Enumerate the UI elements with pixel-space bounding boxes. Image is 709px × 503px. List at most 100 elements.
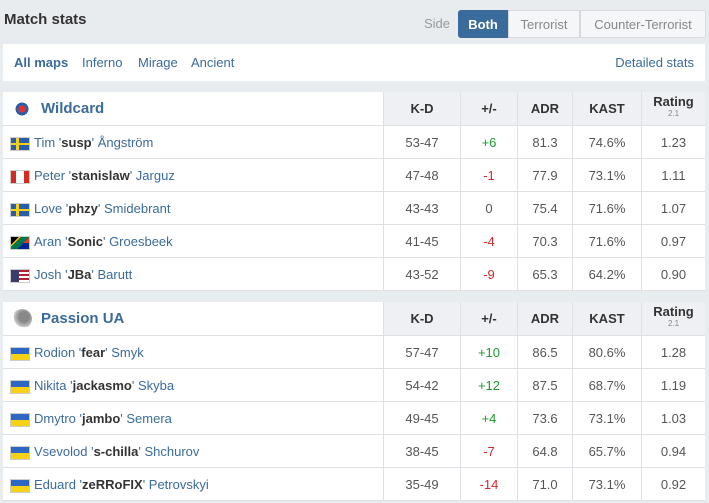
side-option[interactable]: Terrorist xyxy=(508,10,580,38)
flag xyxy=(10,236,30,250)
player-name-part: ' Smidebrant xyxy=(97,201,171,216)
player-name[interactable]: Dmytro 'jambo' Semera xyxy=(34,402,172,435)
stat-cell: 43-52 xyxy=(383,258,460,291)
flag xyxy=(10,170,30,184)
player-name-part: ' Shchurov xyxy=(138,444,200,459)
side-label: Side xyxy=(424,16,451,31)
stat-cell: 74.6% xyxy=(572,126,641,159)
column-label: Rating xyxy=(653,94,694,109)
side-option[interactable]: Both xyxy=(458,10,508,38)
stat-cell: 70.3 xyxy=(517,225,572,258)
stat-cell: 0.92 xyxy=(641,468,705,501)
player-name[interactable]: Rodion 'fear' Smyk xyxy=(34,336,144,369)
team-table: Wildcard K-D +/- ADR KAST Rating 2.1 Tim 'susp'… xyxy=(3,92,705,291)
player-cell: Peter 'stanislaw' Jarguz xyxy=(3,159,383,192)
stat-cell: 47-48 xyxy=(383,159,460,192)
team-name[interactable]: Wildcard xyxy=(41,100,105,117)
stat-cell: 49-45 xyxy=(383,402,460,435)
column-header: Rating 2.1 xyxy=(641,92,705,126)
stat-cell: 35-49 xyxy=(383,468,460,501)
column-label: K-D xyxy=(410,101,434,116)
player-name-part: Aran ' xyxy=(34,234,68,249)
stat-cell: +10 xyxy=(460,336,517,369)
flag xyxy=(10,413,30,427)
map-tab[interactable]: Ancient xyxy=(191,55,235,70)
stat-cell: -4 xyxy=(460,225,517,258)
player-name[interactable]: Nikita 'jackasmo' Skyba xyxy=(34,369,174,402)
team-table: Passion UA K-D +/- ADR KAST Rating 2.1 Rodion '… xyxy=(3,302,705,501)
side-option[interactable]: Counter-Terrorist xyxy=(580,10,706,38)
stat-cell: 71.6% xyxy=(572,225,641,258)
player-name-part: Josh ' xyxy=(34,267,68,282)
player-name-part: ' Petrovskyi xyxy=(142,477,209,492)
stat-cell: 81.3 xyxy=(517,126,572,159)
stat-cell: 71.6% xyxy=(572,192,641,225)
stat-cell: +12 xyxy=(460,369,517,402)
player-cell: Nikita 'jackasmo' Skyba xyxy=(3,369,383,402)
map-tab[interactable]: Mirage xyxy=(138,55,178,70)
player-name[interactable]: Vsevolod 's-chilla' Shchurov xyxy=(34,435,199,468)
maps-bar: All maps Inferno Mirage Ancient Detailed sta… xyxy=(3,44,705,81)
column-header: K-D xyxy=(383,92,460,126)
player-name[interactable]: Josh 'JBa' Barutt xyxy=(34,258,132,291)
player-name[interactable]: Peter 'stanislaw' Jarguz xyxy=(34,159,175,192)
column-label: KAST xyxy=(589,311,625,326)
player-nick: zeRRoFIX xyxy=(82,477,143,492)
player-name-part: Vsevolod ' xyxy=(34,444,94,459)
column-label: ADR xyxy=(530,101,560,116)
player-cell: Love 'phzy' Smidebrant xyxy=(3,192,383,225)
player-name[interactable]: Tim 'susp' Ångström xyxy=(34,126,153,159)
column-header: Rating 2.1 xyxy=(641,302,705,336)
stat-cell: 80.6% xyxy=(572,336,641,369)
flag xyxy=(10,203,30,217)
team-name[interactable]: Passion UA xyxy=(41,310,125,327)
stat-cell: 73.1% xyxy=(572,402,641,435)
rating-version: 2.1 xyxy=(667,319,680,328)
stat-cell: -14 xyxy=(460,468,517,501)
player-nick: phzy xyxy=(68,201,98,216)
stat-cell: -7 xyxy=(460,435,517,468)
player-name-part: Eduard ' xyxy=(34,477,83,492)
stat-cell: 65.3 xyxy=(517,258,572,291)
player-name[interactable]: Aran 'Sonic' Groesbeek xyxy=(34,225,173,258)
player-name-part: ' Ångström xyxy=(91,135,154,150)
stat-cell: 0.94 xyxy=(641,435,705,468)
stat-cell: +4 xyxy=(460,402,517,435)
stat-cell: 57-47 xyxy=(383,336,460,369)
player-name-part: Love ' xyxy=(34,201,69,216)
player-cell: Aran 'Sonic' Groesbeek xyxy=(3,225,383,258)
player-cell: Josh 'JBa' Barutt xyxy=(3,258,383,291)
stat-cell: 41-45 xyxy=(383,225,460,258)
flag xyxy=(10,347,30,361)
stat-cell: 1.11 xyxy=(641,159,705,192)
detailed-stats-link[interactable]: Detailed stats xyxy=(615,55,694,70)
player-name-part: Tim ' xyxy=(34,135,62,150)
player-name-part: ' Smyk xyxy=(105,345,144,360)
team-logo xyxy=(12,309,32,329)
player-nick: fear xyxy=(81,345,106,360)
column-header: K-D xyxy=(383,302,460,336)
column-label: +/- xyxy=(481,101,497,116)
map-tab[interactable]: All maps xyxy=(14,55,69,70)
stat-cell: 73.1% xyxy=(572,159,641,192)
stat-cell: 54-42 xyxy=(383,369,460,402)
stat-cell: 0 xyxy=(460,192,517,225)
stat-cell: 0.90 xyxy=(641,258,705,291)
column-header: KAST xyxy=(572,92,641,126)
player-name-part: ' Groesbeek xyxy=(102,234,173,249)
column-label: KAST xyxy=(589,101,625,116)
map-tab[interactable]: Inferno xyxy=(82,55,123,70)
stat-cell: 86.5 xyxy=(517,336,572,369)
player-name-part: ' Skyba xyxy=(131,378,175,393)
player-nick: Sonic xyxy=(67,234,103,249)
stat-cell: 1.23 xyxy=(641,126,705,159)
player-name[interactable]: Love 'phzy' Smidebrant xyxy=(34,192,171,225)
player-nick: susp xyxy=(61,135,92,150)
rating-version: 2.1 xyxy=(667,109,680,118)
column-label: +/- xyxy=(481,311,497,326)
player-name[interactable]: Eduard 'zeRRoFIX' Petrovskyi xyxy=(34,468,209,501)
player-name-part: ' Semera xyxy=(120,411,172,426)
column-header: KAST xyxy=(572,302,641,336)
player-name-part: ' Jarguz xyxy=(129,168,175,183)
